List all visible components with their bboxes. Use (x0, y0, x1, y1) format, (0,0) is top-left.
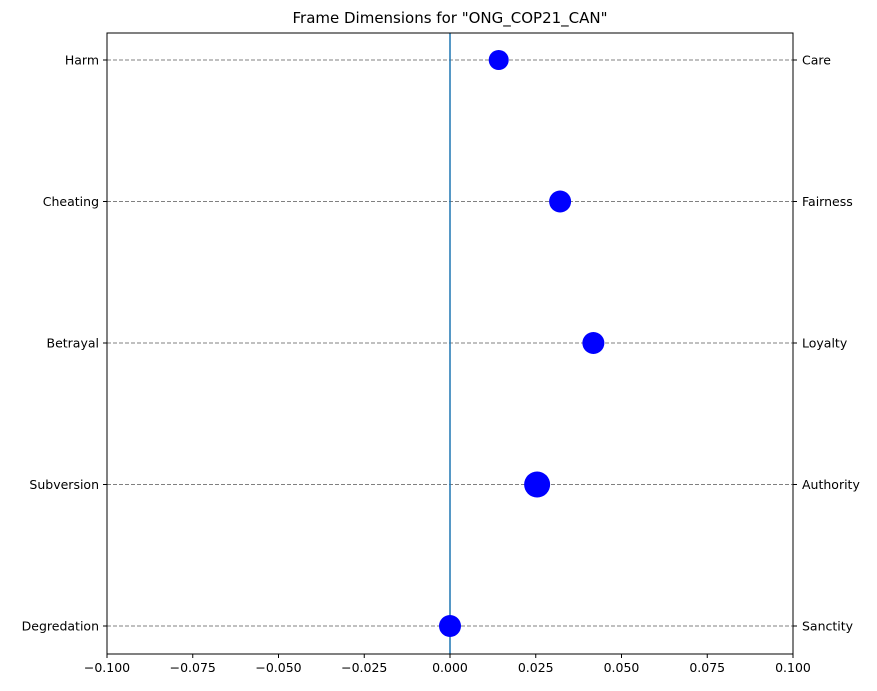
x-tick-label: −0.075 (170, 660, 216, 675)
x-tick-label: −0.050 (255, 660, 301, 675)
x-tick-label: 0.100 (775, 660, 811, 675)
data-points (439, 50, 605, 637)
chart-title: Frame Dimensions for "ONG_COP21_CAN" (292, 9, 607, 28)
data-point-authority (524, 471, 551, 498)
x-tick-label: −0.100 (84, 660, 130, 675)
data-point-loyalty (582, 332, 605, 354)
y-tick-label-left: Betrayal (47, 336, 100, 351)
x-tick-label: 0.025 (518, 660, 554, 675)
x-tick-label: 0.000 (432, 660, 468, 675)
y-tick-label-left: Degredation (22, 619, 99, 634)
y-tick-label-left: Subversion (29, 477, 99, 492)
x-tick-label: −0.025 (341, 660, 387, 675)
y-tick-label-right: Authority (802, 477, 860, 492)
x-axis: −0.100 −0.075 −0.050 −0.025 0.000 0.025 0.050 0… (84, 654, 811, 675)
y-axis-left: Harm Cheating Betrayal Subversion Degredatio… (22, 53, 107, 634)
y-tick-label-right: Fairness (802, 194, 853, 209)
y-axis-right: Care Fairness Loyalty Authority Sanctity (793, 53, 860, 634)
data-point-sanctity (439, 615, 461, 637)
data-point-care (488, 50, 509, 70)
y-tick-label-right: Loyalty (802, 336, 848, 351)
data-point-fairness (549, 190, 572, 213)
x-tick-label: 0.050 (604, 660, 640, 675)
y-tick-label-left: Cheating (43, 194, 99, 209)
x-tick-label: 0.075 (689, 660, 725, 675)
y-tick-label-right: Sanctity (802, 619, 854, 634)
y-tick-label-left: Harm (65, 53, 99, 68)
y-tick-label-right: Care (802, 53, 831, 68)
